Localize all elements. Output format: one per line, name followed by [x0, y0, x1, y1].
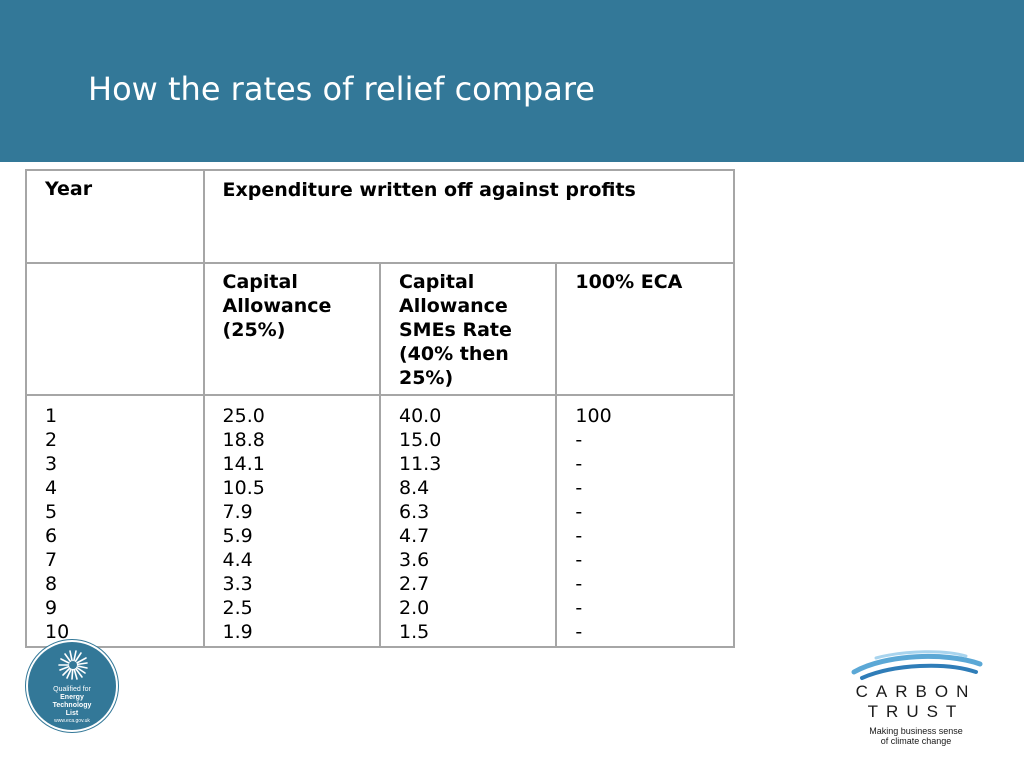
badge-line: Technology: [52, 702, 92, 709]
table-cell: -: [575, 597, 583, 619]
subheader-eca: 100% ECA: [555, 262, 735, 396]
table-subheader-row: Capital Allowance (25%) Capital Allowanc…: [25, 262, 735, 396]
badge-line: Energy: [60, 694, 84, 701]
table-values-row: 1 2 3 4 5 6 7 8 9 10 25.0 18.8 14.1 10.5…: [25, 394, 735, 648]
table-cell: 4: [45, 477, 58, 499]
table-cell: 7.9: [222, 501, 253, 523]
swirl-icon: [58, 650, 88, 680]
column-year-values: 1 2 3 4 5 6 7 8 9 10: [25, 394, 205, 648]
table-cell: -: [575, 429, 583, 451]
table-cell: 11.3: [398, 453, 442, 475]
table-cell: 14.1: [222, 453, 265, 475]
table-cell: 40.0: [398, 405, 442, 427]
table-cell: -: [575, 549, 583, 571]
table-cell: 6.3: [398, 501, 430, 523]
logo-tagline-line: of climate change: [880, 736, 952, 746]
table-cell: 8: [45, 573, 58, 595]
badge-line: List: [65, 710, 79, 717]
table-cell: 3.6: [398, 549, 430, 571]
column-ca-values: 25.0 18.8 14.1 10.5 7.9 5.9 4.4 3.3 2.5 …: [202, 394, 381, 648]
table-cell: 8.4: [398, 477, 430, 499]
table-cell: 2.5: [222, 597, 253, 619]
table-cell: 15.0: [398, 429, 442, 451]
badge-text: Qualified for Energy Technology List www…: [28, 686, 116, 725]
table-header-row: Year Expenditure written off against pro…: [25, 169, 736, 264]
subheader-capital-allowance: Capital Allowance (25%): [202, 262, 381, 396]
table-cell: 3.3: [222, 573, 253, 595]
table-cell: 6: [45, 525, 58, 547]
table-cell: 7: [45, 549, 58, 571]
table-cell: 100: [575, 405, 612, 427]
badge-line: Qualified for: [53, 686, 91, 693]
table-cell: -: [575, 477, 583, 499]
table-cell: 1: [45, 405, 58, 427]
table-cell: 3: [45, 453, 58, 475]
waves-icon: [851, 650, 983, 680]
logo-word-carbon: CARBON: [855, 682, 977, 701]
header-expenditure: Expenditure written off against profits: [202, 169, 736, 264]
table-cell: 2.0: [398, 597, 430, 619]
header-banner: How the rates of relief compare: [0, 0, 1024, 162]
table-cell: 25.0: [222, 405, 265, 427]
badge-url: www.eca.gov.uk: [54, 718, 90, 724]
energy-technology-list-badge: Qualified for Energy Technology List www…: [28, 642, 116, 730]
table-cell: -: [575, 621, 583, 643]
slide-title: How the rates of relief compare: [88, 70, 595, 108]
logo-word-trust: TRUST: [867, 702, 965, 721]
table-cell: -: [575, 573, 583, 595]
table-cell: 9: [45, 597, 58, 619]
relief-rates-table: Year Expenditure written off against pro…: [25, 169, 736, 648]
table-cell: 5: [45, 501, 58, 523]
carbon-trust-logo: CARBON TRUST Making business sense of cl…: [846, 650, 986, 750]
table-cell: 1.5: [398, 621, 430, 643]
column-eca-values: 100 - - - - - - - - -: [555, 394, 735, 648]
column-smes-values: 40.0 15.0 11.3 8.4 6.3 4.7 3.6 2.7 2.0 1…: [378, 394, 558, 648]
table-cell: -: [575, 525, 583, 547]
table-cell: 18.8: [222, 429, 265, 451]
subheader-capital-allowance-smes: Capital Allowance SMEs Rate (40% then 25…: [378, 262, 558, 396]
logo-tagline: Making business sense of climate change: [846, 726, 986, 746]
table-cell: 10: [45, 621, 70, 643]
subheader-empty: [25, 262, 205, 396]
table-cell: 5.9: [222, 525, 253, 547]
header-year: Year: [25, 169, 205, 264]
table-cell: 4.4: [222, 549, 253, 571]
table-cell: 2.7: [398, 573, 430, 595]
table-cell: 10.5: [222, 477, 265, 499]
table-cell: 1.9: [222, 621, 253, 643]
table-cell: -: [575, 501, 583, 523]
table-cell: 4.7: [398, 525, 430, 547]
table-cell: 2: [45, 429, 58, 451]
table-cell: -: [575, 453, 583, 475]
logo-tagline-line: Making business sense: [869, 726, 963, 736]
